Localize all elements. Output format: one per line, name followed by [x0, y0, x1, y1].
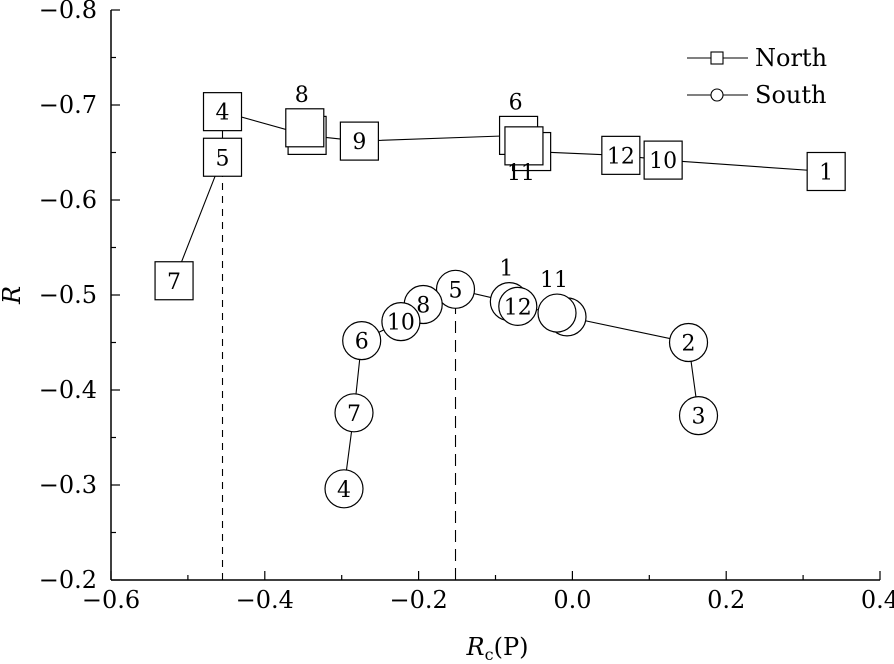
y-tick-label: −0.8 — [39, 0, 97, 24]
y-tick-label: −0.3 — [39, 471, 97, 499]
circle-marker — [668, 322, 709, 363]
square-marker — [154, 261, 194, 301]
north-point-12: 12 — [601, 135, 641, 175]
point-label: 10 — [387, 311, 415, 336]
x-tick-label: −0.2 — [389, 586, 447, 614]
point-label: 1 — [499, 257, 513, 282]
y-tick-label: −0.2 — [39, 566, 97, 594]
legend-square-marker — [710, 51, 724, 65]
south-point-10: 10 — [381, 302, 421, 342]
circle-marker — [324, 469, 364, 509]
north-point-5: 5 — [202, 137, 243, 177]
point-label: 10 — [649, 149, 677, 174]
circle-marker — [381, 302, 421, 342]
circle-marker — [334, 393, 374, 433]
point-label: 8 — [295, 83, 309, 108]
point-label: 9 — [352, 130, 366, 155]
point-label: 5 — [449, 278, 463, 303]
x-axis-title-main: R — [466, 633, 485, 661]
reference-lines — [221, 162, 457, 580]
square-marker — [339, 121, 379, 161]
x-axis-title-sub: c — [485, 645, 494, 664]
legend-item-north: North — [687, 44, 827, 72]
circle-marker — [342, 321, 382, 361]
point-label: 8 — [416, 294, 430, 319]
square-marker — [643, 140, 683, 180]
point-label: 7 — [347, 402, 361, 427]
point-label: 1 — [819, 161, 833, 186]
south-point-11: 11 — [537, 268, 577, 333]
north-point-10: 10 — [643, 140, 683, 180]
x-tick-label: −0.4 — [236, 586, 294, 614]
south-point-3: 3 — [678, 396, 719, 436]
legend-label: North — [755, 44, 827, 72]
south-point-12: 12 — [498, 286, 538, 326]
point-label: 2 — [682, 332, 696, 357]
circle-marker — [498, 286, 538, 326]
x-tick-label: 0.0 — [553, 586, 591, 614]
south-point-6: 6 — [342, 321, 382, 361]
square-marker — [202, 137, 243, 177]
point-label: 5 — [216, 146, 230, 171]
x-tick-label: −0.6 — [82, 586, 140, 614]
x-tick-label: 0.2 — [707, 586, 745, 614]
y-tick-label: −0.5 — [39, 281, 97, 309]
x-tick-label: 0.4 — [861, 586, 894, 614]
north-point-9: 9 — [339, 121, 379, 161]
x-axis-title-suffix: (P) — [494, 633, 529, 661]
point-label: 6 — [355, 330, 369, 355]
square-marker — [806, 151, 846, 192]
point-label: 12 — [607, 144, 635, 169]
circle-marker — [678, 396, 719, 436]
north-point-7: 7 — [154, 261, 194, 301]
square-marker — [285, 108, 325, 148]
y-tick-label: −0.7 — [39, 91, 97, 119]
legend-label: South — [755, 81, 826, 109]
square-marker — [504, 126, 544, 166]
north-point-8: 8 — [285, 83, 325, 148]
legend-circle-marker — [710, 88, 724, 102]
legend-item-south: South — [687, 81, 826, 109]
south-point-2: 2 — [668, 322, 709, 363]
south-point-4: 4 — [324, 469, 364, 509]
y-axis-title: R — [0, 286, 26, 305]
point-label: 11 — [507, 161, 535, 186]
y-tick-label: −0.6 — [39, 186, 97, 214]
point-label: 12 — [504, 295, 532, 320]
north-point-1: 1 — [806, 151, 846, 192]
point-label: 4 — [216, 101, 230, 126]
point-label: 7 — [167, 270, 181, 295]
north-point-11: 11 — [504, 126, 544, 186]
south-point-5: 5 — [435, 269, 476, 309]
point-label: 4 — [337, 478, 351, 503]
north-point-4: 4 — [202, 92, 243, 132]
y-tick-label: −0.4 — [39, 376, 97, 404]
point-label: 6 — [509, 90, 523, 115]
series-markers: 123456789101112123456789101112 — [154, 83, 846, 509]
legend: North South — [687, 44, 827, 109]
square-marker — [601, 135, 641, 175]
square-marker — [202, 92, 243, 132]
south-point-7: 7 — [334, 393, 374, 433]
point-label: 11 — [540, 268, 568, 293]
x-axis-title: Rc(P) — [466, 633, 529, 664]
circle-marker — [537, 293, 577, 333]
point-label: 3 — [692, 405, 706, 430]
series-line-north — [173, 110, 827, 282]
circle-marker — [435, 269, 476, 309]
